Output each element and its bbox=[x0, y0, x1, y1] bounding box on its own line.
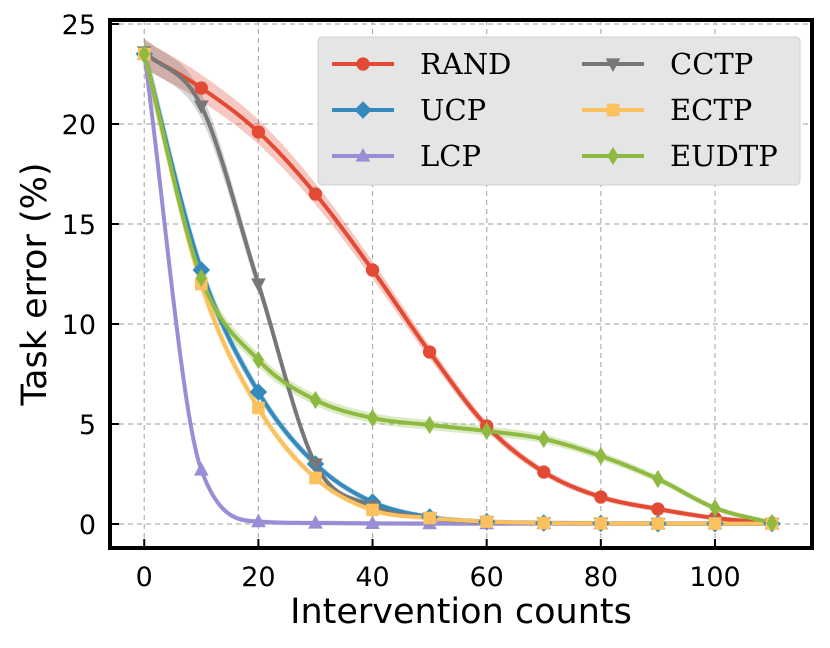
y-tick-labels: 0 5 10 15 20 25 bbox=[62, 10, 96, 541]
legend-entry-lcp: LCP bbox=[332, 139, 481, 173]
x-tick-labels: 0 20 40 60 80 100 bbox=[136, 562, 741, 593]
y-tick-label-15: 15 bbox=[62, 210, 96, 241]
point-rand-10 bbox=[194, 81, 208, 95]
y-tick-label-25: 25 bbox=[62, 10, 96, 41]
line-eudtp bbox=[142, 52, 775, 525]
point-lcp-40 bbox=[365, 515, 380, 529]
x-tick-label-80: 80 bbox=[584, 562, 618, 593]
legend-label-cctp: CCTP bbox=[670, 47, 753, 81]
point-rand-80 bbox=[594, 490, 608, 504]
point-ectp-50 bbox=[423, 511, 436, 525]
legend-marker-rand bbox=[356, 57, 370, 71]
point-eudtp-10 bbox=[195, 268, 207, 288]
legend-entries: RAND UCP LCP CCTP ECTP EUDTP bbox=[332, 47, 778, 173]
point-ectp-30 bbox=[309, 471, 322, 485]
legend-entry-ectp: ECTP bbox=[582, 93, 752, 127]
point-ectp-70 bbox=[537, 516, 551, 530]
point-eudtp-0 bbox=[138, 44, 150, 64]
point-ucp-20 bbox=[249, 383, 268, 401]
x-axis-label: Intervention counts bbox=[290, 592, 632, 632]
legend-marker-ucp bbox=[354, 101, 372, 119]
legend-label-ectp: ECTP bbox=[670, 93, 752, 127]
point-lcp-10 bbox=[193, 461, 209, 476]
series-markers bbox=[135, 44, 781, 533]
point-eudtp-40 bbox=[366, 408, 379, 428]
point-ectp-90 bbox=[651, 517, 665, 530]
y-tick-label-0: 0 bbox=[79, 510, 96, 541]
point-ectp-80 bbox=[594, 517, 608, 530]
point-ectp-60 bbox=[480, 515, 493, 528]
point-eudtp-30 bbox=[309, 390, 322, 410]
legend-marker-cctp bbox=[605, 58, 621, 73]
legend-entry-cctp: CCTP bbox=[582, 47, 753, 81]
point-lcp-30 bbox=[308, 514, 323, 529]
y-axis-label: Task error (%) bbox=[15, 162, 55, 406]
point-ectp-20 bbox=[252, 401, 265, 415]
point-ectp-40 bbox=[366, 503, 379, 517]
legend: RAND UCP LCP CCTP ECTP EUDTP bbox=[317, 36, 801, 186]
legend-entry-rand: RAND bbox=[332, 47, 511, 81]
point-eudtp-20 bbox=[252, 350, 264, 370]
point-eudtp-50 bbox=[424, 415, 436, 435]
legend-label-lcp: LCP bbox=[420, 139, 481, 173]
point-rand-30 bbox=[308, 187, 323, 201]
legend-marker-eudtp bbox=[607, 146, 619, 166]
point-rand-70 bbox=[537, 465, 551, 479]
legend-entry-ucp: UCP bbox=[332, 93, 486, 127]
x-tick-label-0: 0 bbox=[136, 562, 153, 593]
legend-marker-ectp bbox=[606, 103, 620, 117]
legend-entry-eudtp: EUDTP bbox=[582, 139, 778, 173]
point-rand-40 bbox=[365, 263, 380, 277]
point-eudtp-100 bbox=[709, 498, 721, 518]
legend-label-rand: RAND bbox=[420, 47, 511, 81]
x-tick-label-60: 60 bbox=[470, 562, 504, 593]
point-cctp-10 bbox=[193, 100, 209, 115]
legend-box bbox=[317, 36, 801, 186]
y-tick-label-10: 10 bbox=[62, 310, 96, 341]
legend-label-ucp: UCP bbox=[420, 93, 486, 127]
line-ectp bbox=[142, 52, 775, 526]
point-rand-20 bbox=[251, 125, 266, 139]
point-rand-50 bbox=[422, 345, 437, 359]
y-tick-label-20: 20 bbox=[62, 110, 96, 141]
point-cctp-30 bbox=[308, 458, 323, 473]
x-tick-label-20: 20 bbox=[241, 562, 275, 593]
point-eudtp-90 bbox=[652, 469, 664, 489]
point-eudtp-70 bbox=[538, 429, 550, 449]
plot-frame bbox=[108, 18, 814, 550]
legend-marker-lcp bbox=[355, 147, 371, 162]
point-eudtp-80 bbox=[595, 446, 607, 466]
point-eudtp-110 bbox=[766, 513, 778, 533]
point-rand-90 bbox=[651, 502, 665, 516]
point-cctp-20 bbox=[251, 278, 266, 293]
line-rand bbox=[142, 52, 775, 525]
x-tick-label-40: 40 bbox=[355, 562, 389, 593]
point-eudtp-60 bbox=[481, 421, 493, 441]
legend-label-eudtp: EUDTP bbox=[670, 139, 778, 173]
x-tick-label-100: 100 bbox=[689, 562, 741, 593]
series-lines bbox=[142, 50, 775, 526]
point-ectp-100 bbox=[708, 517, 722, 530]
y-tick-label-5: 5 bbox=[79, 410, 96, 441]
point-lcp-20 bbox=[251, 513, 266, 528]
